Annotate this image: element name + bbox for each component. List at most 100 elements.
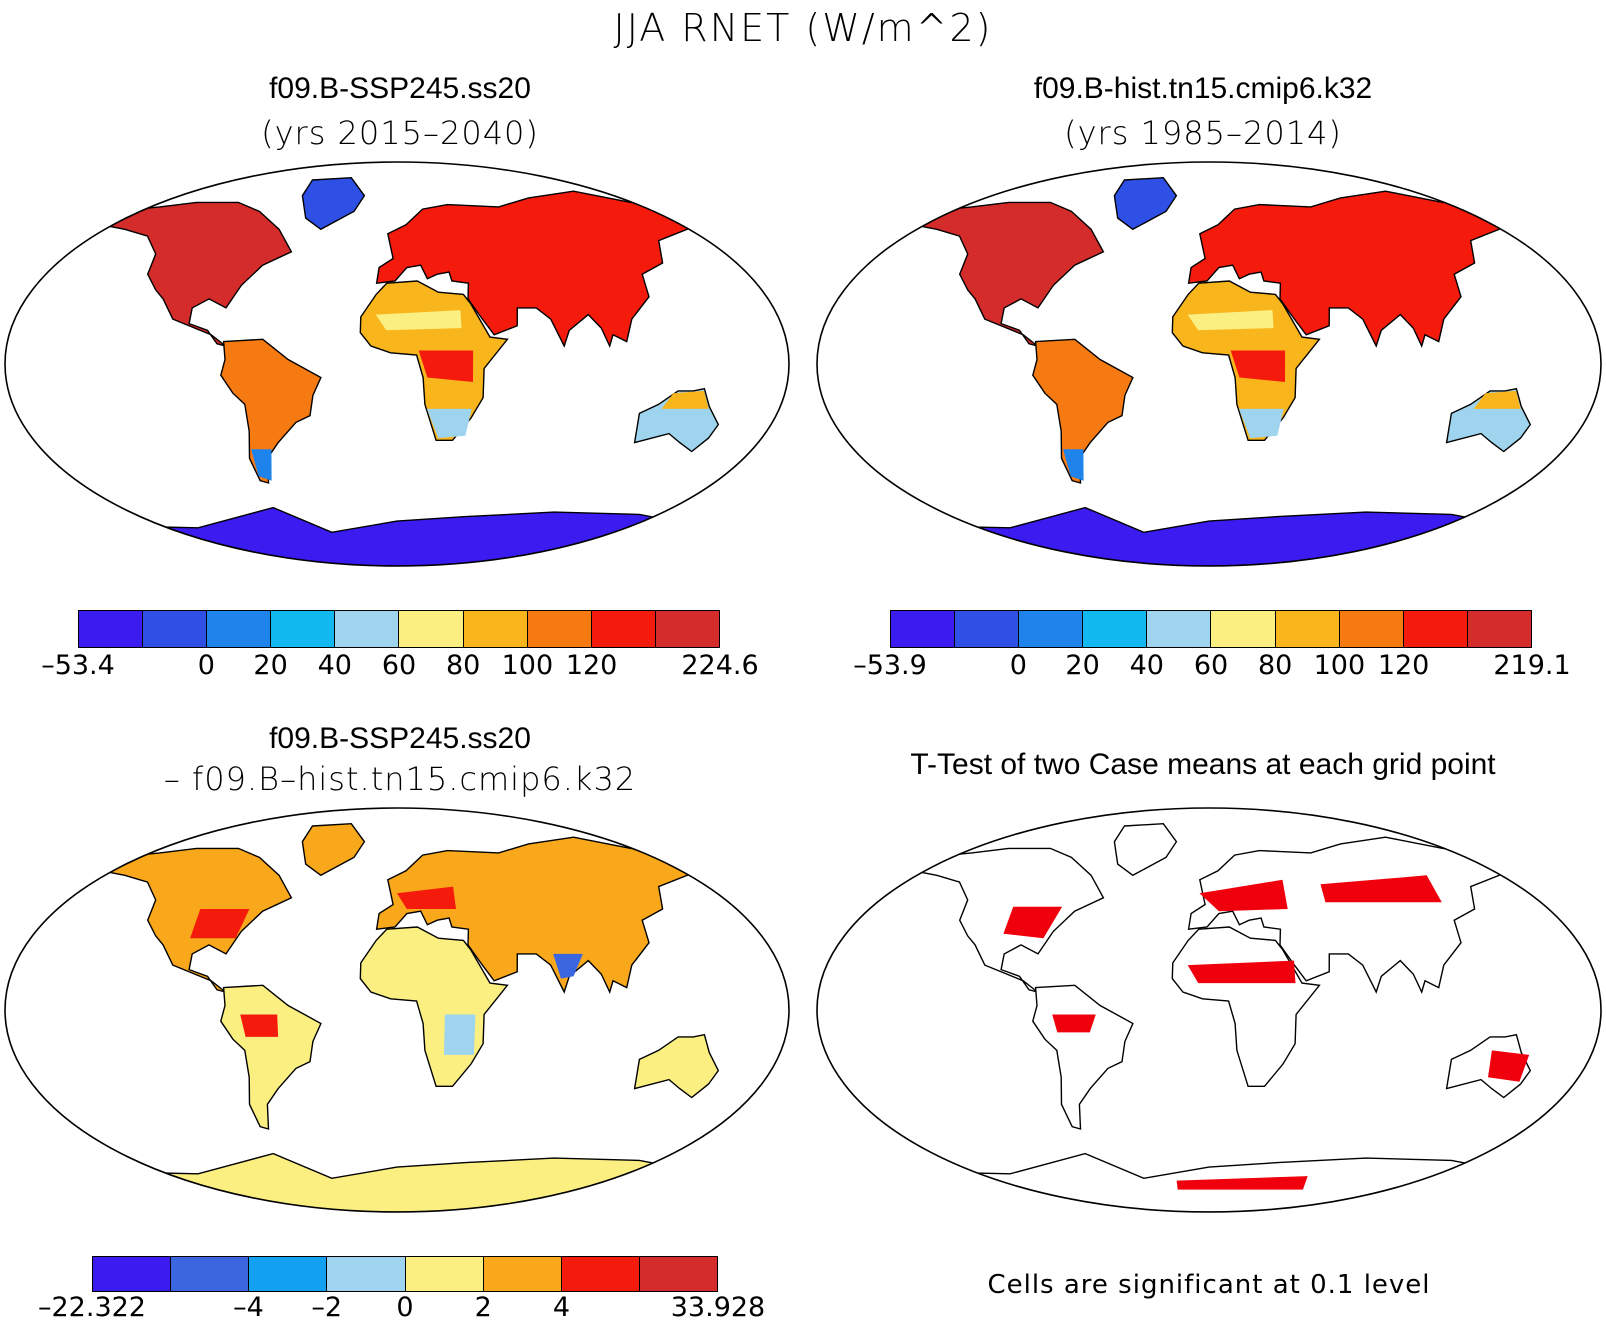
- colorbar-tick-label: 2: [474, 1292, 492, 1323]
- continent-namerica: [100, 201, 293, 347]
- region-sig-europe: [1199, 879, 1288, 912]
- colorbar-swatch: [955, 611, 1020, 647]
- colorbar-swatch: [399, 611, 464, 647]
- colorbar-tick-label: –2: [311, 1292, 343, 1323]
- panel-2-title: f09.B-hist.tn15.cmip6.k32: [1033, 72, 1373, 105]
- colorbar-swatch: [891, 611, 956, 647]
- colorbar-tick-label: 100: [1313, 650, 1366, 681]
- panel-4-title: T-Test of two Case means at each grid po…: [910, 748, 1496, 781]
- colorbar-swatch: [171, 1257, 250, 1291]
- colorbar-tick-label: 80: [446, 650, 481, 681]
- colorbar-swatch: [483, 1257, 562, 1291]
- colorbar-swatch: [207, 611, 272, 647]
- region-sig-sahara: [1187, 960, 1296, 984]
- colorbar-tick-label: 80: [1258, 650, 1293, 681]
- panel-2-subtitle: (yrs 1985–2014): [1064, 114, 1342, 152]
- region-africa-center: [418, 350, 474, 382]
- colorbar-swatch: [1467, 611, 1531, 647]
- colorbar-swatch: [249, 1257, 328, 1291]
- map-panel-2: [812, 160, 1606, 572]
- colorbar-swatch: [79, 611, 144, 647]
- colorbar-panel-2: [890, 610, 1532, 648]
- map-panel-3: [0, 806, 794, 1218]
- colorbar-tick-label: 224.6: [681, 650, 759, 681]
- map-panel-1: [0, 160, 794, 572]
- region-sig-usa: [1003, 906, 1063, 939]
- region-europe: [397, 886, 456, 909]
- map-panel-4: [812, 806, 1606, 1218]
- region-sig-antarctica: [1176, 1176, 1308, 1190]
- region-australia-north: [1473, 390, 1521, 409]
- continent-eurasia: [1187, 836, 1525, 994]
- colorbar-tick-label: 40: [317, 650, 352, 681]
- colorbar-tick-label: 33.928: [670, 1292, 766, 1323]
- region-amazon: [240, 1014, 279, 1037]
- colorbar-swatch: [639, 1257, 717, 1291]
- colorbar-tick-label: 0: [1009, 650, 1027, 681]
- continent-australia: [633, 1033, 720, 1099]
- continent-eurasia: [1187, 190, 1525, 348]
- colorbar-panel-1: [78, 610, 720, 648]
- colorbar-tick-label: 4: [552, 1292, 571, 1323]
- colorbar-swatch: [1211, 611, 1276, 647]
- panel-1-title: f09.B-SSP245.ss20: [269, 72, 531, 105]
- region-africa-center: [1230, 350, 1286, 382]
- colorbar-tick-label: 40: [1129, 650, 1164, 681]
- continent-greenland: [301, 176, 366, 231]
- colorbar-tick-label: 60: [381, 650, 417, 681]
- colorbar-tick-label: 20: [1065, 650, 1100, 681]
- colorbar-swatch: [143, 611, 208, 647]
- continent-greenland: [301, 822, 366, 877]
- colorbar-panel-3: [92, 1256, 718, 1292]
- region-australia-north: [661, 390, 709, 409]
- region-samerica-south: [1063, 449, 1084, 481]
- colorbar-tick-label: 219.1: [1493, 650, 1571, 681]
- colorbar-swatch: [1339, 611, 1404, 647]
- colorbar-tick-label: –22.322: [38, 1292, 146, 1323]
- colorbar-tick-label: 60: [1193, 650, 1229, 681]
- panel-1-subtitle: (yrs 2015–2040): [261, 114, 539, 152]
- region-sahara: [1187, 310, 1274, 331]
- panel-3-subtitle: – f09.B–hist.tn15.cmip6.k32: [163, 760, 637, 798]
- colorbar-tick-label: –4: [233, 1292, 264, 1323]
- colorbar-swatch: [591, 611, 656, 647]
- continent-eurasia: [375, 836, 713, 994]
- continent-greenland: [1113, 822, 1178, 877]
- continent-greenland: [1113, 176, 1178, 231]
- colorbar-swatch: [1083, 611, 1148, 647]
- colorbar-swatch: [463, 611, 528, 647]
- panel-3-title: f09.B-SSP245.ss20: [269, 722, 531, 755]
- colorbar-tick-label: 120: [565, 650, 618, 681]
- region-india: [553, 953, 583, 979]
- colorbar-swatch: [93, 1257, 172, 1291]
- continent-eurasia: [375, 190, 713, 348]
- continent-australia: [1445, 1033, 1532, 1099]
- figure-title: JJA RNET (W/m^2): [613, 6, 993, 50]
- colorbar-tick-label: 0: [197, 650, 215, 681]
- significance-note: Cells are significant at 0.1 level: [987, 1270, 1431, 1300]
- colorbar-tick-label: 20: [253, 650, 288, 681]
- colorbar-tick-label: –53.9: [853, 650, 927, 681]
- region-africa-south: [1238, 408, 1284, 439]
- region-sig-asia: [1320, 875, 1442, 903]
- region-siberia: [502, 864, 603, 887]
- region-usa-east: [190, 909, 250, 939]
- colorbar-swatch: [655, 611, 719, 647]
- region-sig-australia: [1488, 1050, 1530, 1082]
- colorbar-swatch: [561, 1257, 640, 1291]
- colorbar-swatch: [335, 611, 400, 647]
- region-samerica-south: [251, 449, 272, 481]
- colorbar-swatch: [1019, 611, 1084, 647]
- colorbar-swatch: [1403, 611, 1468, 647]
- colorbar-swatch: [327, 1257, 406, 1291]
- continent-namerica: [912, 201, 1105, 347]
- colorbar-swatch: [271, 611, 336, 647]
- colorbar-swatch: [527, 611, 592, 647]
- region-sig-amazon: [1052, 1014, 1096, 1033]
- colorbar-tick-label: 100: [501, 650, 554, 681]
- colorbar-swatch: [405, 1257, 484, 1291]
- colorbar-tick-label: –53.4: [41, 650, 115, 681]
- region-africa-south: [426, 408, 472, 439]
- colorbar-swatch: [1147, 611, 1212, 647]
- region-africa-east: [444, 1014, 476, 1055]
